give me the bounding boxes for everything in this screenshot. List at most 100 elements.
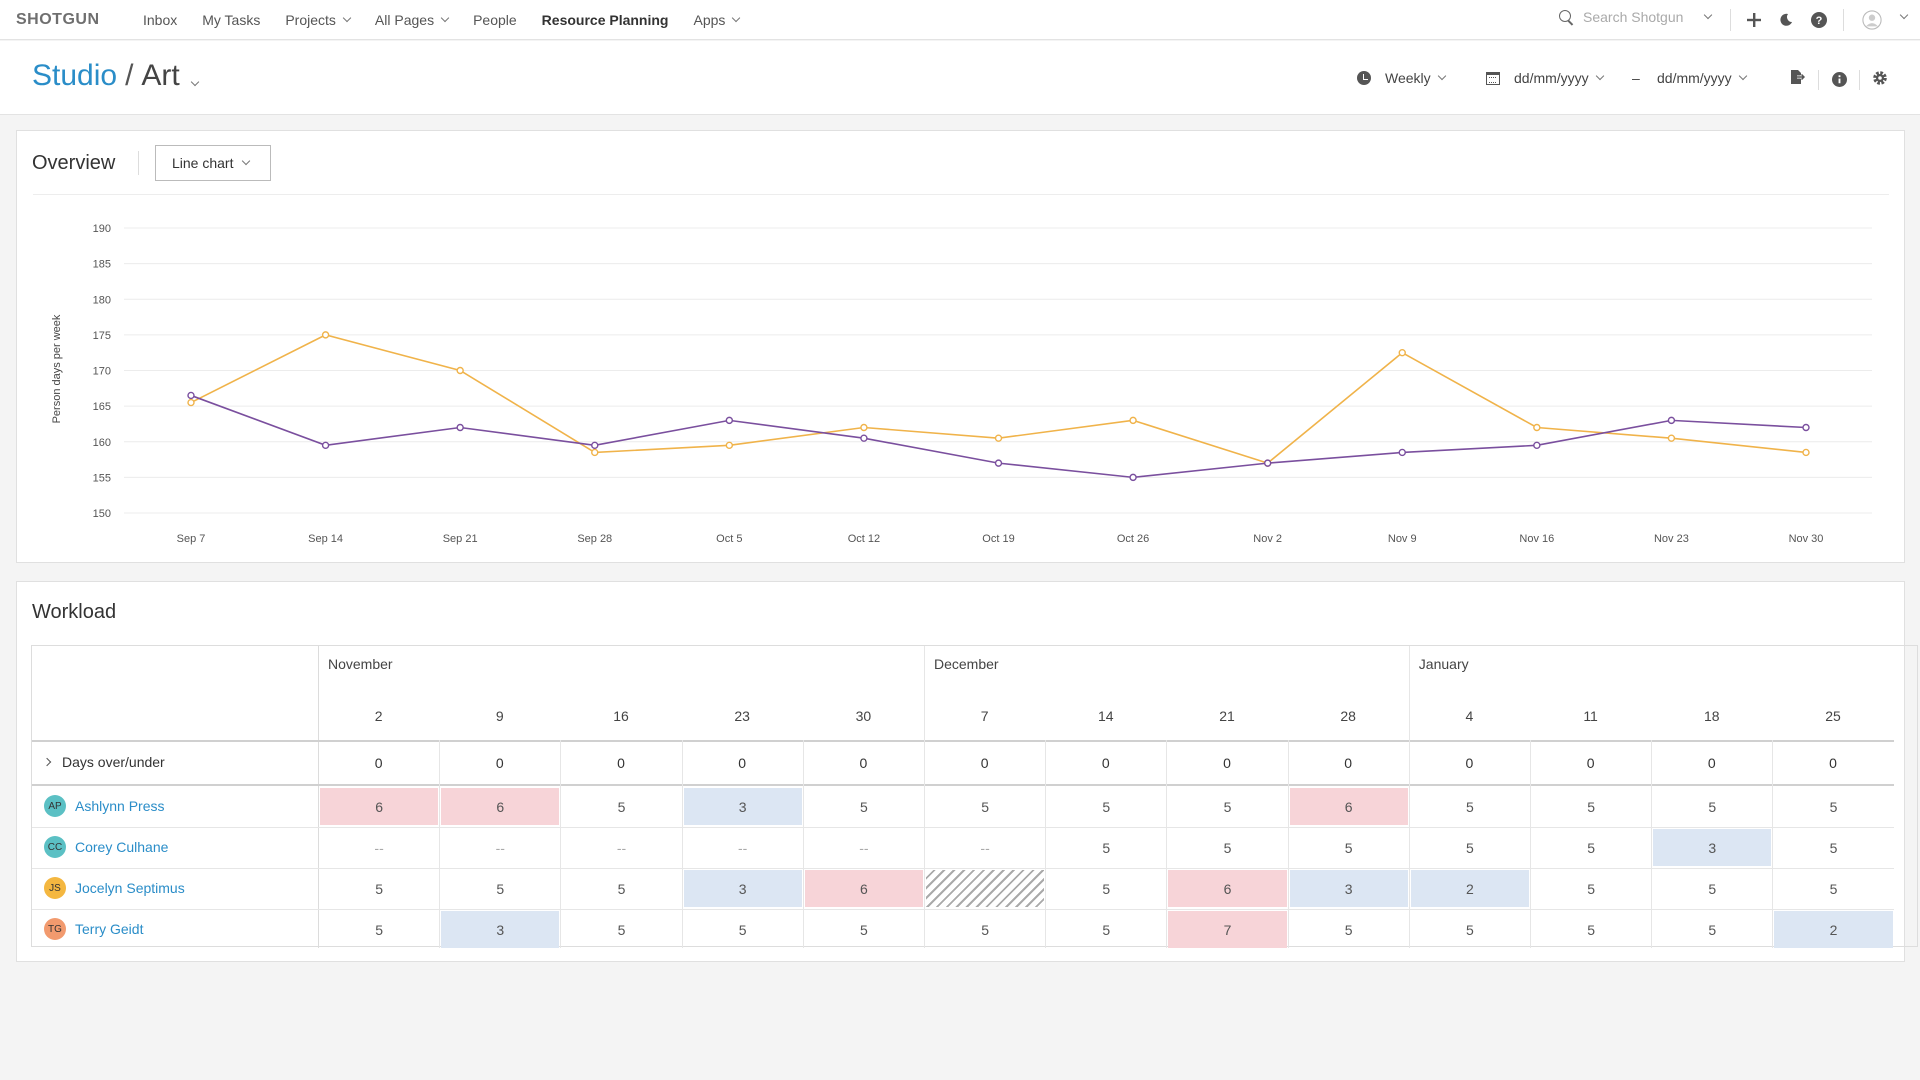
workload-cell[interactable]: 3 <box>1653 829 1772 866</box>
workload-cell[interactable]: 5 <box>859 921 868 938</box>
data-point[interactable] <box>321 331 330 339</box>
nav-item-all-pages[interactable]: All Pages <box>375 12 450 28</box>
data-point[interactable] <box>321 441 330 450</box>
workload-cell[interactable]: -- <box>616 839 627 856</box>
person-name[interactable]: Ashlynn Press <box>75 798 165 814</box>
data-point[interactable] <box>591 441 599 450</box>
data-point[interactable] <box>1802 423 1810 432</box>
workload-cell[interactable]: 5 <box>738 921 747 938</box>
person-link[interactable]: JS Jocelyn Septimus <box>44 877 185 899</box>
workload-cell[interactable]: 5 <box>1708 880 1717 897</box>
workload-cell[interactable]: 5 <box>375 880 383 897</box>
moon-icon[interactable] <box>1776 10 1796 30</box>
shotgun-logo[interactable]: SHOTGUN <box>16 11 100 28</box>
workload-cell[interactable]: 5 <box>1223 798 1232 815</box>
data-point[interactable] <box>1667 434 1676 442</box>
export-icon[interactable] <box>1787 67 1807 87</box>
data-point[interactable] <box>725 441 734 450</box>
data-point[interactable] <box>187 391 195 400</box>
workload-cell[interactable]: 5 <box>617 880 626 897</box>
workload-cell[interactable]: 5 <box>1223 839 1232 856</box>
interval-select[interactable]: Weekly <box>1357 70 1446 86</box>
person-link[interactable]: CC Corey Culhane <box>44 836 168 858</box>
search-box[interactable] <box>1558 9 1713 25</box>
person-name[interactable]: Jocelyn Septimus <box>75 880 185 896</box>
workload-cell[interactable]: 5 <box>1587 880 1595 897</box>
user-icon[interactable] <box>1862 10 1882 30</box>
chevron-down-icon[interactable] <box>1899 10 1909 20</box>
data-point[interactable] <box>1398 448 1406 457</box>
gear-icon[interactable] <box>1870 68 1890 88</box>
workload-cell[interactable]: 6 <box>1289 788 1408 825</box>
time-off-cell[interactable] <box>926 870 1045 907</box>
person-name[interactable]: Terry Geidt <box>75 921 144 937</box>
workload-cell[interactable]: 2 <box>1410 870 1529 907</box>
workload-cell[interactable]: -- <box>738 839 748 856</box>
workload-cell[interactable]: 7 <box>1168 911 1287 948</box>
data-point[interactable] <box>1533 441 1541 450</box>
chevron-down-icon[interactable] <box>190 77 200 87</box>
nav-item-inbox[interactable]: Inbox <box>143 12 177 28</box>
info-icon[interactable] <box>1829 69 1849 89</box>
workload-cell[interactable]: 5 <box>981 921 989 938</box>
workload-cell[interactable]: 6 <box>1168 870 1287 907</box>
data-point[interactable] <box>187 398 195 407</box>
workload-cell[interactable]: 3 <box>1289 870 1408 907</box>
nav-item-people[interactable]: People <box>473 12 517 28</box>
workload-cell[interactable]: 5 <box>859 798 868 815</box>
data-point[interactable] <box>725 416 734 425</box>
start-date-picker[interactable]: dd/mm/yyyy <box>1486 70 1604 86</box>
workload-cell[interactable]: 5 <box>617 921 626 938</box>
workload-cell[interactable]: 6 <box>441 788 560 825</box>
data-point[interactable] <box>591 448 599 457</box>
nav-item-projects[interactable]: Projects <box>285 12 352 28</box>
search-input[interactable] <box>1583 9 1701 25</box>
chevron-down-icon[interactable] <box>1703 10 1713 20</box>
workload-cell[interactable]: 5 <box>1829 880 1838 897</box>
data-point[interactable] <box>1129 473 1137 482</box>
plus-icon[interactable] <box>1744 10 1764 30</box>
workload-cell[interactable]: 5 <box>1102 921 1111 938</box>
chevron-right-icon[interactable] <box>42 757 52 767</box>
data-point[interactable] <box>1263 459 1272 467</box>
workload-cell[interactable]: 5 <box>1102 839 1111 856</box>
workload-cell[interactable]: 5 <box>1465 798 1474 815</box>
person-name[interactable]: Corey Culhane <box>75 839 169 855</box>
data-point[interactable] <box>860 423 868 432</box>
nav-item-apps[interactable]: Apps <box>693 12 741 28</box>
workload-cell[interactable]: 5 <box>1102 880 1111 897</box>
nav-item-resource-planning[interactable]: Resource Planning <box>542 12 669 28</box>
workload-cell[interactable]: 5 <box>1587 921 1595 938</box>
data-point[interactable] <box>456 423 464 432</box>
data-point[interactable] <box>456 366 464 375</box>
days-over-under-toggle[interactable]: Days over/under <box>42 750 165 774</box>
search-icon[interactable] <box>1558 9 1574 25</box>
workload-cell[interactable]: 5 <box>1344 839 1353 856</box>
workload-cell[interactable]: -- <box>495 839 505 856</box>
data-point[interactable] <box>1533 423 1541 432</box>
person-link[interactable]: TG Terry Geidt <box>44 918 143 940</box>
person-link[interactable]: AP Ashlynn Press <box>44 795 164 817</box>
workload-cell[interactable]: 5 <box>1587 798 1595 815</box>
data-point[interactable] <box>994 434 1003 442</box>
workload-cell[interactable]: 2 <box>1774 911 1893 948</box>
workload-cell[interactable]: 5 <box>1829 839 1838 856</box>
workload-cell[interactable]: -- <box>859 839 869 856</box>
workload-cell[interactable]: 5 <box>1587 839 1595 856</box>
data-point[interactable] <box>1398 348 1406 357</box>
workload-cell[interactable]: 5 <box>981 798 989 815</box>
workload-cell[interactable]: 5 <box>1708 921 1717 938</box>
workload-cell[interactable]: 3 <box>683 870 802 907</box>
workload-cell[interactable]: -- <box>980 839 990 856</box>
workload-cell[interactable]: 5 <box>617 798 626 815</box>
workload-cell[interactable]: 5 <box>1465 921 1474 938</box>
data-point[interactable] <box>1129 416 1137 425</box>
workload-cell[interactable]: 5 <box>1102 798 1111 815</box>
nav-item-my-tasks[interactable]: My Tasks <box>202 12 260 28</box>
data-point[interactable] <box>1802 448 1810 457</box>
breadcrumb-current[interactable]: Art <box>141 59 180 92</box>
chart-type-select[interactable]: Line chart <box>155 145 271 181</box>
workload-cell[interactable]: 6 <box>320 788 439 825</box>
workload-cell[interactable]: 5 <box>1465 839 1474 856</box>
breadcrumb-studio[interactable]: Studio <box>32 59 118 92</box>
